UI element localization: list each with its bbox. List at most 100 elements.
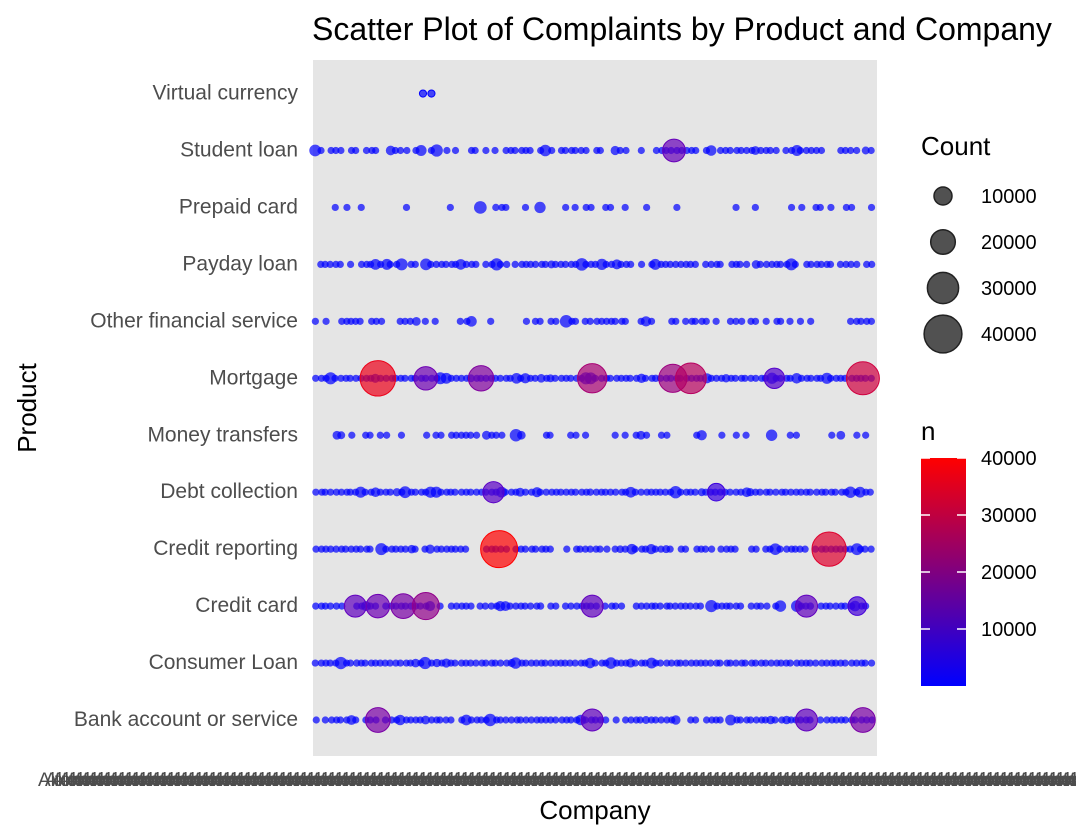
data-point (582, 260, 590, 268)
x-tick-label: Alton (906, 770, 949, 791)
data-point (640, 316, 652, 327)
data-point (418, 89, 428, 98)
data-point (822, 488, 830, 496)
data-point (606, 203, 615, 212)
data-point (652, 146, 661, 155)
data-point (857, 317, 865, 325)
x-tick-label: Alton (45, 770, 88, 791)
data-point (832, 659, 840, 667)
color-legend-tick-label: 10000 (981, 619, 1037, 641)
data-point (467, 659, 475, 667)
data-point (763, 602, 771, 610)
data-point (649, 258, 661, 270)
data-point (716, 260, 724, 268)
data-point (522, 659, 530, 667)
x-tick-label: Alton (990, 770, 1033, 791)
data-point (467, 431, 475, 439)
data-point (346, 488, 354, 496)
data-point (751, 659, 760, 667)
x-tick-label: Alton (59, 770, 102, 791)
data-point (406, 317, 414, 325)
data-point (656, 659, 665, 667)
data-point (322, 317, 330, 325)
data-point (631, 545, 639, 553)
data-point (847, 146, 855, 155)
x-tick-label: Alton (283, 770, 326, 791)
data-point (326, 602, 335, 610)
x-tick-label: Alton (745, 770, 788, 791)
data-point (812, 659, 820, 667)
x-tick-label: Alton (94, 770, 137, 791)
data-point (572, 431, 580, 439)
data-point (321, 488, 329, 496)
data-point (491, 659, 499, 667)
data-point (401, 374, 409, 382)
data-point (726, 317, 735, 325)
data-point (332, 602, 341, 610)
data-point (612, 488, 620, 496)
data-point (446, 203, 454, 212)
x-tick-label: Alton (171, 770, 214, 791)
data-point (442, 260, 450, 268)
data-point (336, 260, 344, 268)
data-point (547, 659, 555, 667)
data-point (627, 260, 635, 268)
data-point (651, 545, 659, 553)
data-point (472, 659, 480, 667)
x-tick-label: Alton (1011, 770, 1054, 791)
data-point (352, 374, 360, 382)
data-point (702, 716, 711, 724)
data-point (421, 715, 430, 725)
data-point (781, 488, 790, 496)
data-point (807, 317, 815, 325)
data-point (546, 545, 554, 553)
x-tick-label: Alton (255, 770, 298, 791)
x-tick-label: Alton (353, 770, 396, 791)
x-tick-label: Alton (864, 770, 907, 791)
x-tick-label: Alton (388, 770, 431, 791)
data-point (461, 545, 470, 553)
data-point (771, 716, 779, 724)
data-point (586, 317, 594, 325)
data-point (867, 545, 875, 553)
x-tick-label: Alton (150, 770, 193, 791)
data-point (677, 260, 685, 268)
x-tick-label: Alton (486, 770, 529, 791)
data-point (561, 146, 570, 155)
x-tick-label: Alton (143, 770, 186, 791)
data-point (816, 716, 825, 724)
data-point (725, 714, 737, 726)
data-point (506, 602, 514, 610)
x-tick-label: Alton (297, 770, 340, 791)
data-point (542, 488, 550, 496)
x-tick-label: Alton (437, 770, 480, 791)
x-tick-label: Alton (948, 770, 991, 791)
data-point (836, 260, 845, 268)
data-point (767, 659, 775, 667)
x-tick-label: Alton (423, 770, 466, 791)
x-tick-label: Alton (80, 770, 123, 791)
data-point (656, 602, 664, 610)
data-point (391, 146, 400, 155)
x-tick-label: Alton (752, 770, 795, 791)
data-point (795, 708, 818, 732)
x-tick-label: Alton (836, 770, 879, 791)
data-point (481, 430, 491, 440)
y-tick-label: Student loan (180, 139, 298, 162)
data-point (667, 659, 676, 667)
data-point (443, 146, 451, 155)
x-tick-label: Alton (374, 770, 417, 791)
size-legend-label: 10000 (981, 186, 1037, 208)
data-point (359, 360, 397, 397)
x-tick-label: Alton (773, 770, 816, 791)
data-point (587, 203, 595, 212)
data-point (502, 716, 510, 724)
data-point (334, 656, 348, 670)
data-point (716, 659, 724, 667)
data-point (372, 317, 380, 325)
data-point (726, 146, 734, 155)
x-tick-label: Alton (234, 770, 277, 791)
data-point (326, 488, 335, 496)
data-point (361, 488, 369, 496)
x-tick-label: Alton (815, 770, 858, 791)
